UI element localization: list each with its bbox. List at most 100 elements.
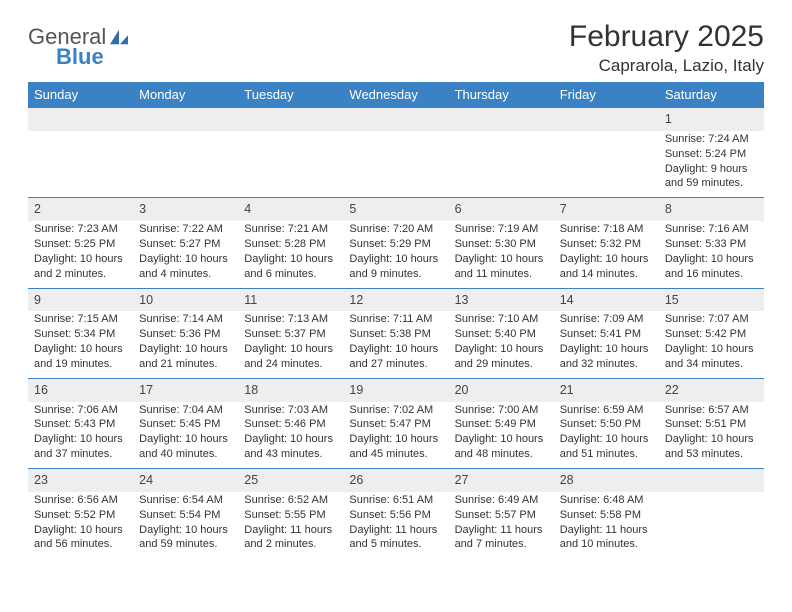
sunset-text: Sunset: 5:37 PM bbox=[244, 327, 337, 342]
sunrise-text: Sunrise: 7:16 AM bbox=[665, 222, 758, 237]
weekday-header: Wednesday bbox=[343, 82, 448, 108]
sunset-text: Sunset: 5:25 PM bbox=[34, 237, 127, 252]
daylight-text: Daylight: 10 hours and 34 minutes. bbox=[665, 342, 758, 372]
day-number-cell bbox=[343, 108, 448, 131]
day-detail-cell: Sunrise: 6:56 AMSunset: 5:52 PMDaylight:… bbox=[28, 492, 133, 558]
daylight-text: Daylight: 10 hours and 45 minutes. bbox=[349, 432, 442, 462]
daylight-text: Daylight: 10 hours and 9 minutes. bbox=[349, 252, 442, 282]
day-detail-cell: Sunrise: 6:51 AMSunset: 5:56 PMDaylight:… bbox=[343, 492, 448, 558]
sunrise-text: Sunrise: 7:23 AM bbox=[34, 222, 127, 237]
sunrise-text: Sunrise: 7:06 AM bbox=[34, 403, 127, 418]
day-number-cell: 25 bbox=[238, 469, 343, 492]
day-detail-cell: Sunrise: 6:48 AMSunset: 5:58 PMDaylight:… bbox=[554, 492, 659, 558]
daylight-text: Daylight: 10 hours and 56 minutes. bbox=[34, 523, 127, 553]
sunrise-text: Sunrise: 6:49 AM bbox=[455, 493, 548, 508]
daylight-text: Daylight: 10 hours and 51 minutes. bbox=[560, 432, 653, 462]
sunset-text: Sunset: 5:54 PM bbox=[139, 508, 232, 523]
sunset-text: Sunset: 5:24 PM bbox=[665, 147, 758, 162]
day-detail-cell: Sunrise: 7:13 AMSunset: 5:37 PMDaylight:… bbox=[238, 311, 343, 378]
day-detail-cell: Sunrise: 7:22 AMSunset: 5:27 PMDaylight:… bbox=[133, 221, 238, 288]
day-number-cell bbox=[238, 108, 343, 131]
sunset-text: Sunset: 5:34 PM bbox=[34, 327, 127, 342]
day-number-cell: 26 bbox=[343, 469, 448, 492]
daylight-text: Daylight: 10 hours and 6 minutes. bbox=[244, 252, 337, 282]
sunrise-text: Sunrise: 7:18 AM bbox=[560, 222, 653, 237]
day-detail-cell: Sunrise: 7:07 AMSunset: 5:42 PMDaylight:… bbox=[659, 311, 764, 378]
day-number-cell: 15 bbox=[659, 288, 764, 311]
daylight-text: Daylight: 11 hours and 10 minutes. bbox=[560, 523, 653, 553]
sunset-text: Sunset: 5:41 PM bbox=[560, 327, 653, 342]
daylight-text: Daylight: 10 hours and 37 minutes. bbox=[34, 432, 127, 462]
sunrise-text: Sunrise: 6:59 AM bbox=[560, 403, 653, 418]
day-number-cell bbox=[554, 108, 659, 131]
daylight-text: Daylight: 10 hours and 4 minutes. bbox=[139, 252, 232, 282]
day-detail-cell: Sunrise: 7:00 AMSunset: 5:49 PMDaylight:… bbox=[449, 402, 554, 469]
sunset-text: Sunset: 5:56 PM bbox=[349, 508, 442, 523]
day-detail-cell: Sunrise: 7:18 AMSunset: 5:32 PMDaylight:… bbox=[554, 221, 659, 288]
detail-row: Sunrise: 7:23 AMSunset: 5:25 PM Daylight:… bbox=[28, 221, 764, 288]
day-detail-cell: Sunrise: 7:23 AMSunset: 5:25 PMDaylight:… bbox=[28, 221, 133, 288]
sunset-text: Sunset: 5:38 PM bbox=[349, 327, 442, 342]
day-detail-cell bbox=[133, 131, 238, 198]
weekday-header: Tuesday bbox=[238, 82, 343, 108]
day-detail-cell: Sunrise: 7:24 AMSunset: 5:24 PMDaylight:… bbox=[659, 131, 764, 198]
day-number-cell bbox=[659, 469, 764, 492]
day-detail-cell: Sunrise: 7:09 AMSunset: 5:41 PMDaylight:… bbox=[554, 311, 659, 378]
daylight-text: Daylight: 10 hours and 59 minutes. bbox=[139, 523, 232, 553]
sunset-text: Sunset: 5:43 PM bbox=[34, 417, 127, 432]
day-number-cell: 17 bbox=[133, 378, 238, 401]
calendar-body: 1 Sunrise: 7:24 AMSunset: 5:24 PMDayligh… bbox=[28, 108, 764, 559]
sunrise-text: Sunrise: 6:54 AM bbox=[139, 493, 232, 508]
day-number-cell: 27 bbox=[449, 469, 554, 492]
day-detail-cell: Sunrise: 7:14 AMSunset: 5:36 PMDaylight:… bbox=[133, 311, 238, 378]
day-number-cell: 3 bbox=[133, 198, 238, 221]
weekday-header: Friday bbox=[554, 82, 659, 108]
sunrise-text: Sunrise: 6:57 AM bbox=[665, 403, 758, 418]
day-number-cell: 7 bbox=[554, 198, 659, 221]
sunrise-text: Sunrise: 7:15 AM bbox=[34, 312, 127, 327]
sunrise-text: Sunrise: 7:13 AM bbox=[244, 312, 337, 327]
header: GeneralBlue February 2025 Caprarola, Laz… bbox=[28, 20, 764, 76]
sunset-text: Sunset: 5:45 PM bbox=[139, 417, 232, 432]
sunset-text: Sunset: 5:42 PM bbox=[665, 327, 758, 342]
daylight-text: Daylight: 11 hours and 5 minutes. bbox=[349, 523, 442, 553]
sunrise-text: Sunrise: 7:10 AM bbox=[455, 312, 548, 327]
sunset-text: Sunset: 5:50 PM bbox=[560, 417, 653, 432]
sunset-text: Sunset: 5:46 PM bbox=[244, 417, 337, 432]
sunset-text: Sunset: 5:32 PM bbox=[560, 237, 653, 252]
daynum-row: 16171819202122 bbox=[28, 378, 764, 401]
day-number-cell: 6 bbox=[449, 198, 554, 221]
sunset-text: Sunset: 5:49 PM bbox=[455, 417, 548, 432]
day-number-cell: 16 bbox=[28, 378, 133, 401]
sunset-text: Sunset: 5:51 PM bbox=[665, 417, 758, 432]
detail-row: Sunrise: 7:24 AMSunset: 5:24 PMDaylight:… bbox=[28, 131, 764, 198]
daynum-row: 232425262728 bbox=[28, 469, 764, 492]
day-detail-cell: Sunrise: 6:49 AMSunset: 5:57 PMDaylight:… bbox=[449, 492, 554, 558]
sunset-text: Sunset: 5:33 PM bbox=[665, 237, 758, 252]
sunset-text: Sunset: 5:30 PM bbox=[455, 237, 548, 252]
day-detail-cell: Sunrise: 6:52 AMSunset: 5:55 PMDaylight:… bbox=[238, 492, 343, 558]
day-number-cell: 24 bbox=[133, 469, 238, 492]
day-detail-cell bbox=[449, 131, 554, 198]
daylight-text: Daylight: 11 hours and 2 minutes. bbox=[244, 523, 337, 553]
daynum-row: 1 bbox=[28, 108, 764, 131]
day-number-cell: 23 bbox=[28, 469, 133, 492]
sunrise-text: Sunrise: 6:56 AM bbox=[34, 493, 127, 508]
daylight-text: Daylight: 10 hours and 40 minutes. bbox=[139, 432, 232, 462]
day-number-cell: 19 bbox=[343, 378, 448, 401]
logo-sail-icon bbox=[108, 28, 130, 46]
day-detail-cell: Sunrise: 7:20 AMSunset: 5:29 PMDaylight:… bbox=[343, 221, 448, 288]
day-detail-cell: Sunrise: 7:16 AMSunset: 5:33 PMDaylight:… bbox=[659, 221, 764, 288]
day-detail-cell: Sunrise: 7:15 AMSunset: 5:34 PMDaylight:… bbox=[28, 311, 133, 378]
daylight-text: Daylight: 10 hours and 32 minutes. bbox=[560, 342, 653, 372]
daylight-text: Daylight: 11 hours and 7 minutes. bbox=[455, 523, 548, 553]
sunrise-text: Sunrise: 7:03 AM bbox=[244, 403, 337, 418]
sunrise-text: Sunrise: 7:09 AM bbox=[560, 312, 653, 327]
day-detail-cell bbox=[238, 131, 343, 198]
day-number-cell: 13 bbox=[449, 288, 554, 311]
sunrise-text: Sunrise: 6:48 AM bbox=[560, 493, 653, 508]
day-detail-cell: Sunrise: 6:59 AMSunset: 5:50 PMDaylight:… bbox=[554, 402, 659, 469]
sunrise-text: Sunrise: 6:51 AM bbox=[349, 493, 442, 508]
sunset-text: Sunset: 5:47 PM bbox=[349, 417, 442, 432]
day-detail-cell: Sunrise: 6:57 AMSunset: 5:51 PMDaylight:… bbox=[659, 402, 764, 469]
